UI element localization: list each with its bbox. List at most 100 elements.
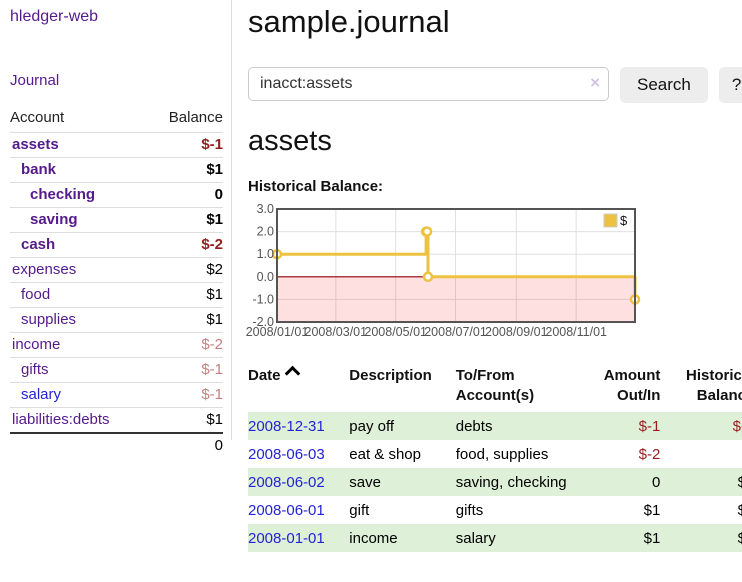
account-link[interactable]: liabilities:debts bbox=[12, 411, 110, 428]
account-link[interactable]: food bbox=[21, 286, 51, 303]
transaction-amount: $-1 bbox=[638, 418, 661, 435]
svg-text:0.0: 0.0 bbox=[257, 270, 274, 284]
account-link[interactable]: salary bbox=[21, 386, 62, 403]
account-link[interactable]: expenses bbox=[12, 261, 77, 278]
svg-text:2008/05/01: 2008/05/01 bbox=[364, 325, 427, 339]
account-balance: $-2 bbox=[147, 232, 223, 258]
register-header-accounts: To/From Account(s) bbox=[455, 367, 535, 404]
account-balance: $-2 bbox=[147, 332, 223, 358]
register-header-date: Date bbox=[248, 365, 349, 412]
register-row: 2008-12-31 pay off debts $-1 $-1 bbox=[248, 412, 742, 440]
svg-text:3.0: 3.0 bbox=[257, 202, 274, 216]
transaction-date-link[interactable]: 2008-06-02 bbox=[248, 474, 325, 491]
account-balance: $2 bbox=[147, 257, 223, 283]
register-header-row: Date Description To/From Account(s) Amou… bbox=[248, 365, 742, 412]
main-panel: sample.journal × Search ? assets Histori… bbox=[232, 0, 742, 552]
svg-text:-1.0: -1.0 bbox=[252, 292, 274, 306]
transaction-description: save bbox=[349, 474, 381, 491]
search-row: × Search ? bbox=[248, 67, 742, 103]
svg-text:1.0: 1.0 bbox=[257, 247, 274, 261]
transaction-amount: 0 bbox=[652, 474, 661, 491]
svg-text:-2.0: -2.0 bbox=[252, 315, 274, 329]
transaction-accounts: saving, checking bbox=[455, 474, 567, 491]
transaction-description: income bbox=[349, 530, 398, 547]
legend-swatch bbox=[603, 213, 618, 228]
transaction-amount: $-2 bbox=[638, 446, 661, 463]
transaction-accounts: salary bbox=[455, 530, 496, 547]
account-row: salary $-1 bbox=[10, 382, 223, 408]
help-button[interactable]: ? bbox=[718, 67, 742, 103]
app-window: hledger-web Journal Account Balance asse… bbox=[0, 0, 742, 552]
account-link[interactable]: saving bbox=[30, 211, 78, 228]
transaction-description: eat & shop bbox=[349, 446, 421, 463]
transaction-description: gift bbox=[349, 502, 370, 519]
account-balance: $-1 bbox=[147, 132, 223, 158]
transaction-date-cell: 2008-06-02 bbox=[248, 468, 349, 496]
accounts-header-row: Account Balance bbox=[10, 105, 223, 133]
account-link[interactable]: bank bbox=[21, 161, 57, 178]
clear-search-icon[interactable]: × bbox=[590, 73, 600, 92]
account-row: expenses $2 bbox=[10, 257, 223, 283]
account-balance: $1 bbox=[147, 207, 223, 233]
register-table: Date Description To/From Account(s) Amou… bbox=[248, 365, 742, 552]
accounts-header-account: Account bbox=[10, 105, 148, 133]
register-header-balance: Historical Balance bbox=[685, 367, 742, 404]
search-button[interactable]: Search bbox=[620, 67, 708, 103]
account-balance: $1 bbox=[147, 307, 223, 333]
transaction-date-link[interactable]: 2008-06-03 bbox=[248, 446, 325, 463]
register-header-description: Description bbox=[349, 367, 432, 384]
transaction-balance: $2 bbox=[737, 474, 742, 491]
register-header-amount: Amount Out/In bbox=[603, 367, 661, 404]
register-row: 2008-06-02 save saving, checking 0 $2 bbox=[248, 468, 742, 496]
transaction-date-link[interactable]: 2008-06-01 bbox=[248, 502, 325, 519]
transaction-balance: 0 bbox=[660, 440, 742, 468]
account-balance: $1 bbox=[147, 407, 223, 434]
account-balance: 0 bbox=[147, 182, 223, 208]
sidebar-item-journal[interactable]: Journal bbox=[10, 72, 60, 89]
account-link[interactable]: supplies bbox=[21, 311, 77, 328]
historical-balance-chart[interactable]: $3.0 2.0 1.0 0.0 -1.0 -2.02008/01/012008/03/0… bbox=[246, 202, 738, 345]
account-link[interactable]: cash bbox=[21, 236, 56, 253]
account-heading: assets bbox=[248, 125, 332, 157]
sidebar: hledger-web Journal Account Balance asse… bbox=[0, 0, 232, 458]
account-link[interactable]: income bbox=[12, 336, 61, 353]
transaction-date-cell: 2008-06-01 bbox=[248, 496, 349, 524]
account-row: gifts $-1 bbox=[10, 357, 223, 383]
account-balance: $1 bbox=[147, 282, 223, 308]
account-row: income $-2 bbox=[10, 332, 223, 358]
chart-title: Historical Balance: bbox=[248, 178, 384, 195]
account-row: bank $1 bbox=[10, 157, 223, 183]
transaction-date-link[interactable]: 2008-01-01 bbox=[248, 530, 325, 547]
account-row: assets $-1 bbox=[10, 132, 223, 158]
search-box: × bbox=[248, 67, 609, 101]
transaction-balance: $2 bbox=[737, 502, 742, 519]
svg-text:2008/09/01: 2008/09/01 bbox=[485, 325, 548, 339]
svg-text:2008/03/01: 2008/03/01 bbox=[305, 325, 368, 339]
account-balance: $-1 bbox=[147, 357, 223, 383]
app-title-link[interactable]: hledger-web bbox=[10, 8, 99, 25]
account-row: cash $-2 bbox=[10, 232, 223, 258]
accounts-total-balance: 0 bbox=[147, 432, 223, 458]
account-link[interactable]: checking bbox=[30, 186, 96, 203]
accounts-header-balance: Balance bbox=[147, 105, 223, 133]
accounts-total-row: 0 bbox=[10, 432, 223, 458]
search-input[interactable] bbox=[248, 67, 609, 101]
transaction-date-link[interactable]: 2008-12-31 bbox=[248, 418, 325, 435]
account-balance: $-1 bbox=[147, 382, 223, 408]
account-row: liabilities:debts $1 bbox=[10, 407, 223, 434]
account-row: food $1 bbox=[10, 282, 223, 308]
accounts-table: Account Balance assets $-1 bank $1 checking 0… bbox=[10, 105, 223, 458]
svg-text:2008/07/01: 2008/07/01 bbox=[424, 325, 487, 339]
page-title: sample.journal bbox=[248, 4, 450, 39]
transaction-accounts: gifts bbox=[455, 502, 484, 519]
account-balance: $1 bbox=[147, 157, 223, 183]
account-row: checking 0 bbox=[10, 182, 223, 208]
account-link[interactable]: assets bbox=[12, 136, 59, 153]
transaction-description: pay off bbox=[349, 418, 395, 435]
transaction-balance: $-1 bbox=[732, 418, 742, 435]
transaction-accounts: debts bbox=[455, 418, 493, 435]
account-link[interactable]: gifts bbox=[21, 361, 49, 378]
legend-label: $ bbox=[620, 213, 628, 228]
register-row: 2008-06-01 gift gifts $1 $2 bbox=[248, 496, 742, 524]
transaction-accounts: food, supplies bbox=[455, 446, 549, 463]
